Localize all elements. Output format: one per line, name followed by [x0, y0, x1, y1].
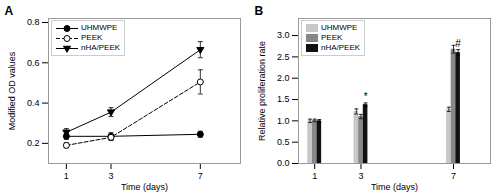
svg-text:Relative proliferation rate: Relative proliferation rate [257, 41, 267, 141]
svg-text:2.5: 2.5 [277, 52, 290, 62]
html-text:UHMWPE: UHMWPE [81, 23, 118, 32]
svg-text:0.2: 0.2 [27, 138, 40, 148]
svg-text:*: * [364, 91, 368, 102]
svg-text:1.0: 1.0 [277, 116, 290, 126]
svg-text:0.4: 0.4 [27, 98, 40, 108]
svg-text:7: 7 [451, 171, 456, 181]
svg-text:Modified OD values: Modified OD values [7, 51, 17, 130]
svg-text:Time (days): Time (days) [121, 182, 168, 192]
svg-text:1.5: 1.5 [277, 94, 290, 104]
svg-text:3.0: 3.0 [277, 30, 290, 40]
svg-text:0.0: 0.0 [277, 158, 290, 168]
html-text:nHA/PEEK: nHA/PEEK [81, 43, 121, 52]
svg-text:0.8: 0.8 [27, 17, 40, 27]
svg-text:B: B [255, 4, 264, 18]
svg-text:Time (days): Time (days) [371, 182, 418, 192]
svg-text:1: 1 [312, 171, 317, 181]
svg-text:#: # [455, 38, 461, 49]
svg-text:A: A [5, 4, 14, 18]
html-text:PEEK: PEEK [81, 33, 103, 42]
html-text:PEEK: PEEK [321, 33, 343, 42]
svg-text:0.5: 0.5 [277, 137, 290, 147]
svg-text:7: 7 [198, 171, 203, 181]
svg-text:1: 1 [64, 171, 69, 181]
html-text:UHMWPE: UHMWPE [321, 23, 358, 32]
svg-text:3: 3 [109, 171, 114, 181]
html-text:nHA/PEEK: nHA/PEEK [321, 43, 361, 52]
svg-text:3: 3 [358, 171, 363, 181]
svg-text:0.6: 0.6 [27, 58, 40, 68]
svg-text:2.0: 2.0 [277, 73, 290, 83]
